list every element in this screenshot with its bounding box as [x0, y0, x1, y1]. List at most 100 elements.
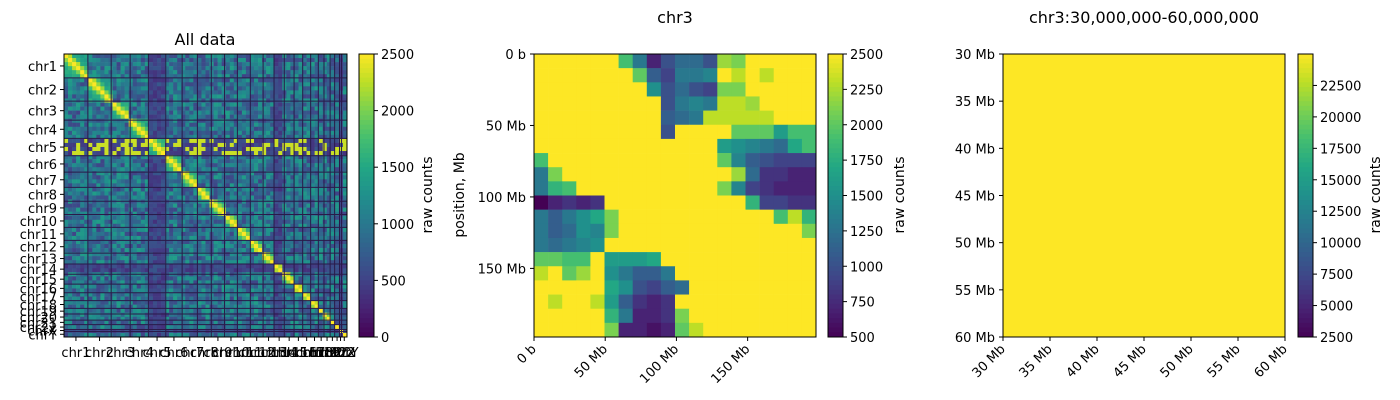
heatmap-cell	[96, 316, 101, 322]
heatmap-cell	[148, 167, 154, 172]
heatmap-cell	[274, 304, 279, 309]
heatmap-cell	[342, 122, 348, 128]
heatmap-cell	[306, 171, 311, 176]
heatmap-cell	[128, 244, 134, 249]
heatmap-cell	[193, 308, 198, 314]
heatmap-cell	[205, 163, 210, 168]
heatmap-cell	[136, 223, 142, 229]
heatmap-cell	[233, 292, 239, 297]
heatmap-cell	[185, 284, 190, 289]
heatmap-cell	[245, 179, 251, 184]
heatmap-cell	[217, 276, 222, 281]
heatmap-cell	[197, 215, 202, 221]
heatmap-cell	[249, 110, 255, 115]
heatmap-cell	[326, 268, 332, 273]
heatmap-cell	[144, 207, 150, 212]
heatmap-cell	[274, 98, 279, 103]
heatmap-cell	[286, 183, 291, 188]
heatmap-cell	[322, 126, 328, 132]
heatmap-cell	[241, 264, 247, 269]
heatmap-cell	[181, 90, 186, 95]
heatmap-cell	[165, 54, 170, 59]
heatmap-cell	[104, 203, 109, 208]
heatmap-cell	[258, 304, 263, 309]
heatmap-cell	[334, 151, 340, 156]
heatmap-cell	[64, 114, 69, 119]
heatmap-cell	[80, 304, 85, 309]
heatmap-cell	[132, 280, 138, 285]
heatmap-cell	[84, 94, 89, 99]
heatmap-cell	[266, 288, 271, 293]
heatmap-cell	[286, 78, 291, 83]
heatmap-cell	[334, 58, 340, 63]
heatmap-cell	[342, 90, 348, 95]
heatmap-cell	[152, 316, 158, 322]
heatmap-cell	[286, 280, 291, 285]
heatmap-cell	[165, 94, 170, 99]
heatmap-cell	[169, 203, 174, 208]
heatmap-cell	[132, 155, 138, 160]
heatmap-cell	[314, 300, 319, 305]
heatmap-cell	[213, 288, 218, 293]
heatmap-cell	[274, 235, 279, 241]
heatmap-cell	[229, 268, 235, 273]
heatmap-cell	[100, 66, 105, 71]
heatmap-cell	[270, 203, 275, 208]
heatmap-cell	[104, 332, 109, 338]
heatmap-cell	[108, 227, 113, 233]
heatmap-cell	[88, 211, 93, 217]
heatmap-cell	[221, 203, 227, 208]
heatmap-cell	[221, 82, 227, 87]
heatmap-cell	[132, 203, 138, 208]
heatmap-cell	[124, 207, 129, 212]
heatmap-cell	[229, 90, 235, 95]
heatmap-cell	[136, 146, 142, 152]
heatmap-cell	[245, 244, 251, 249]
heatmap-cell	[310, 70, 315, 75]
heatmap-cell	[161, 223, 166, 229]
heatmap-cell	[302, 70, 307, 75]
heatmap-cell	[96, 244, 101, 249]
heatmap-cell	[68, 187, 73, 192]
heatmap-cell	[225, 203, 231, 208]
heatmap-cell	[233, 284, 239, 289]
heatmap-cell	[258, 86, 263, 91]
heatmap-cell	[169, 292, 174, 297]
heatmap-cell	[245, 256, 251, 261]
heatmap-cell	[229, 171, 235, 176]
heatmap-cell	[241, 82, 247, 87]
heatmap-cell	[165, 300, 170, 305]
heatmap-cell	[169, 130, 174, 136]
heatmap-cell	[326, 171, 332, 176]
heatmap-cell	[169, 66, 174, 71]
heatmap-cell	[108, 235, 113, 241]
heatmap-cell	[241, 256, 247, 261]
heatmap-cell	[245, 300, 251, 305]
heatmap-cell	[156, 171, 162, 176]
heatmap-cell	[140, 110, 146, 115]
heatmap-cell	[213, 227, 218, 233]
heatmap-cell	[306, 207, 311, 212]
heatmap-cell	[193, 159, 198, 164]
heatmap-cell	[314, 219, 319, 225]
heatmap-cell	[221, 276, 227, 281]
heatmap-cell	[64, 171, 69, 176]
heatmap-cell	[116, 106, 121, 111]
heatmap-cell	[185, 223, 190, 229]
heatmap-cell	[177, 300, 182, 305]
heatmap-cell	[241, 54, 247, 59]
heatmap-cell	[286, 134, 291, 140]
heatmap-cell	[161, 74, 166, 79]
heatmap-cell	[322, 146, 328, 152]
heatmap-cell	[96, 296, 101, 301]
heatmap-cell	[189, 94, 194, 99]
heatmap-cell	[144, 260, 150, 265]
heatmap-cell	[306, 130, 311, 136]
heatmap-cell	[64, 179, 69, 184]
heatmap-cell	[262, 276, 267, 281]
heatmap-cell	[108, 82, 113, 87]
heatmap-cell	[96, 90, 101, 95]
heatmap-cell	[314, 159, 319, 164]
heatmap-cell	[290, 167, 295, 172]
heatmap-cell	[237, 280, 243, 285]
